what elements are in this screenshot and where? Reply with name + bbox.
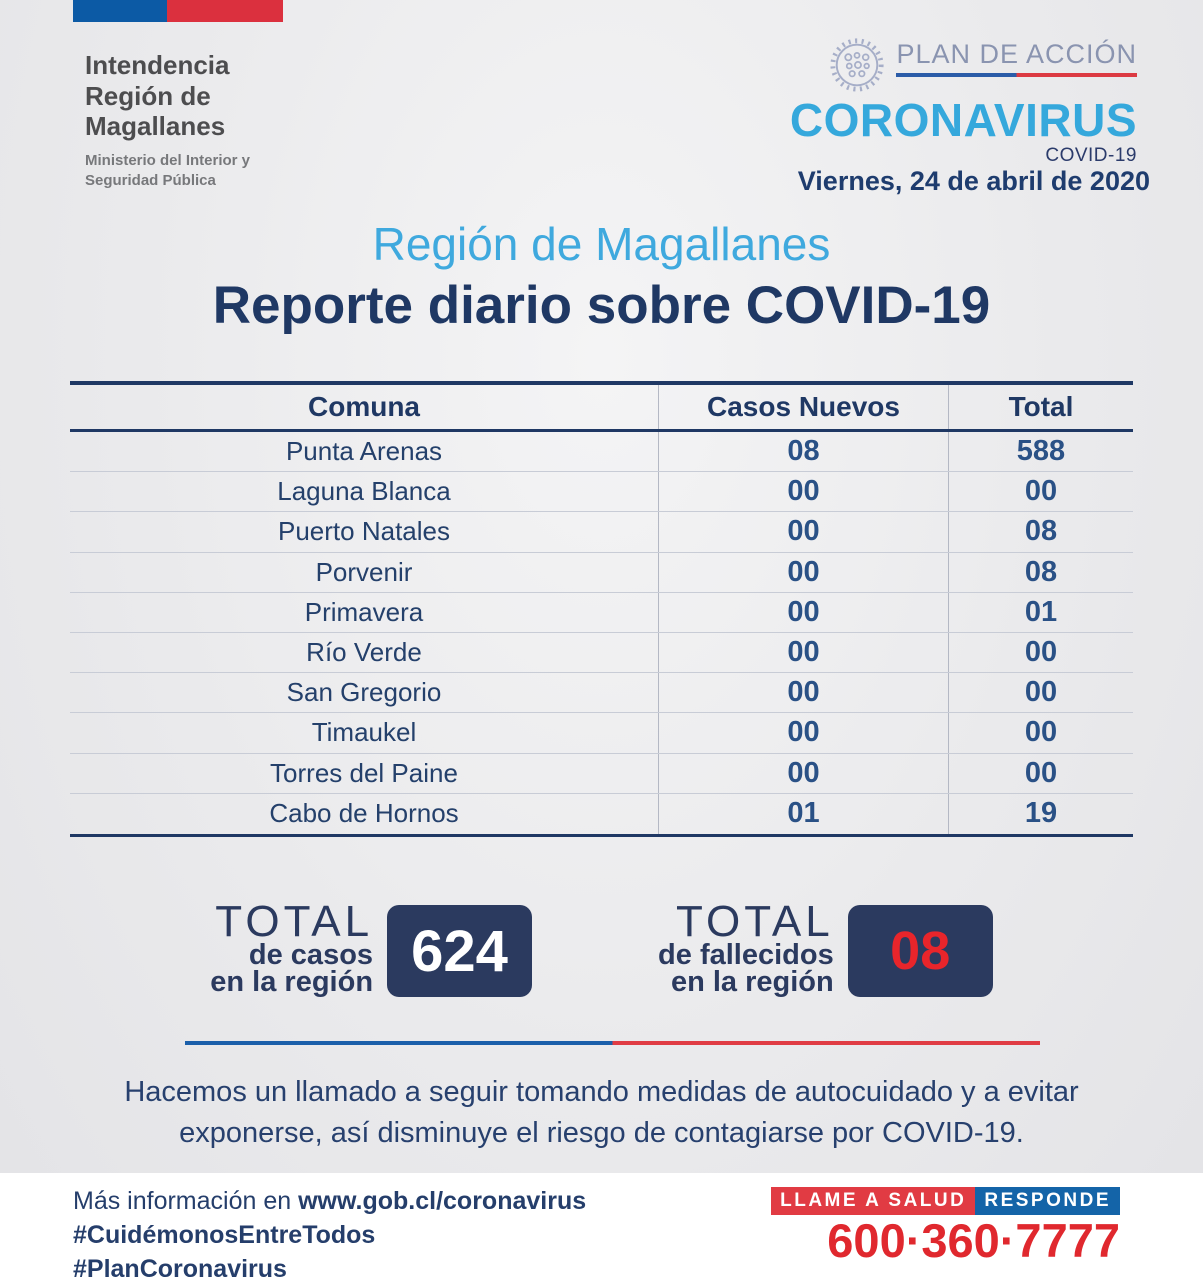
comuna-cell: San Gregorio xyxy=(286,677,442,708)
total-cases-label-bottom: en la región xyxy=(210,966,374,998)
info-url: www.gob.cl/coronavirus xyxy=(298,1187,587,1215)
advisory-message: Hacemos un llamado a seguir tomando medi… xyxy=(124,1076,1079,1149)
table-row: Porvenir 00 08 xyxy=(70,552,1133,593)
comuna-cell: Timaukel xyxy=(311,717,417,748)
total-cell: 08 xyxy=(948,512,1133,552)
comuna-cell: Porvenir xyxy=(315,556,413,587)
table-row: Primavera 00 01 xyxy=(70,592,1133,633)
comuna-cell: Torres del Paine xyxy=(270,757,458,788)
total-cell: 01 xyxy=(948,592,1133,632)
more-info-line: Más información en www.gob.cl/coronaviru… xyxy=(73,1185,586,1219)
flag-blue-segment xyxy=(73,0,167,22)
comuna-cell: Punta Arenas xyxy=(285,436,443,467)
banner-blue-segment: RESPONDE xyxy=(975,1187,1120,1215)
hashtag-plancoronavirus: #PlanCoronavirus xyxy=(73,1254,287,1280)
table-row: Torres del Paine 00 00 xyxy=(70,753,1133,794)
total-cases-label-mid: de casos xyxy=(248,939,374,971)
total-cases-box: 624 xyxy=(387,905,533,997)
total-deaths-label-bottom: en la región xyxy=(670,966,834,998)
total-cases-value: 624 xyxy=(411,918,508,984)
health-line-block: LLAME A SALUD RESPONDE 600·360·7777 xyxy=(771,1187,1120,1265)
total-deaths-label-mid: de fallecidos xyxy=(658,939,834,971)
column-header-comuna: Comuna xyxy=(308,391,420,422)
health-phone-number: 600·360·7777 xyxy=(827,1213,1120,1267)
table-row: Puerto Natales 00 08 xyxy=(70,512,1133,553)
total-cell: 00 xyxy=(948,472,1133,512)
total-cell: 588 xyxy=(948,432,1133,472)
advisory-message-wrap: Hacemos un llamado a seguir tomando medi… xyxy=(0,1072,1203,1153)
casos-nuevos-cell: 00 xyxy=(658,592,948,632)
casos-nuevos-cell: 00 xyxy=(658,713,948,753)
plan-kicker: PLAN DE ACCIÓN xyxy=(896,39,1137,69)
comuna-cell: Primavera xyxy=(304,596,424,627)
casos-nuevos-cell: 08 xyxy=(658,432,948,472)
comuna-cell: Río Verde xyxy=(306,637,422,668)
casos-nuevos-cell: 00 xyxy=(658,632,948,673)
banner-red-segment: LLAME A SALUD xyxy=(771,1187,976,1215)
info-prefix: Más información en xyxy=(73,1187,299,1215)
table-row: Timaukel 00 00 xyxy=(70,713,1133,754)
plan-de-accion-block: PLAN DE ACCIÓN CORONAVIRUS COVID-19 xyxy=(789,38,1137,167)
coronavirus-title: CORONAVIRUS xyxy=(789,94,1137,146)
total-deaths-value: 08 xyxy=(890,921,951,981)
table-row: San Gregorio 00 00 xyxy=(70,673,1133,714)
comuna-cell: Laguna Blanca xyxy=(277,476,451,507)
salud-responde-banner: LLAME A SALUD RESPONDE xyxy=(771,1187,1120,1215)
total-cell: 00 xyxy=(948,632,1133,673)
report-title: Reporte diario sobre COVID-19 xyxy=(212,275,991,335)
casos-nuevos-cell: 01 xyxy=(658,793,948,834)
report-date: Viernes, 24 de abril de 2020 xyxy=(797,166,1150,196)
flag-red-segment xyxy=(167,0,283,22)
hashtag-cuidemonos: #CuidémonosEntreTodos xyxy=(73,1220,376,1249)
virus-icon xyxy=(830,38,885,92)
table-body: Punta Arenas 08 588 Laguna Blanca 00 00 … xyxy=(70,432,1133,834)
region-title: Región de Magallanes xyxy=(372,218,831,270)
total-cases-group: TOTAL de casos en la región 624 xyxy=(210,897,533,998)
total-cell: 00 xyxy=(948,713,1133,753)
bicolor-divider xyxy=(185,1041,1040,1045)
total-cell: 00 xyxy=(948,673,1133,713)
government-logo: Intendencia Región de Magallanes Ministe… xyxy=(85,50,250,190)
casos-nuevos-cell: 00 xyxy=(658,472,948,512)
chile-flag-bar xyxy=(73,0,283,22)
logo-title: Intendencia Región de Magallanes xyxy=(85,50,230,142)
cases-table: Comuna Casos Nuevos Total Punta Arenas 0… xyxy=(70,381,1133,837)
logo-subtitle: Ministerio del Interior y Seguridad Públ… xyxy=(85,152,251,189)
kicker-underline xyxy=(896,72,1137,77)
footer: Más información en www.gob.cl/coronaviru… xyxy=(0,1173,1203,1280)
comuna-cell: Puerto Natales xyxy=(278,516,450,547)
total-cell: 19 xyxy=(948,793,1133,834)
total-deaths-group: TOTAL de fallecidos en la región 08 xyxy=(658,897,993,998)
casos-nuevos-cell: 00 xyxy=(658,512,948,552)
column-header-casos-nuevos: Casos Nuevos xyxy=(658,385,948,429)
total-cell: 00 xyxy=(948,753,1133,793)
total-cell: 08 xyxy=(948,552,1133,592)
covid19-subtitle: COVID-19 xyxy=(1045,145,1137,167)
casos-nuevos-cell: 00 xyxy=(658,753,948,793)
total-cases-label-top: TOTAL xyxy=(215,897,374,946)
total-deaths-label-top: TOTAL xyxy=(675,897,834,946)
total-deaths-box: 08 xyxy=(847,905,993,997)
comuna-cell: Cabo de Hornos xyxy=(269,798,459,829)
table-row: Laguna Blanca 00 00 xyxy=(70,472,1133,513)
totals-section: TOTAL de casos en la región 624 TOTAL de… xyxy=(0,897,1203,998)
page-title: Región de Magallanes Reporte diario sobr… xyxy=(0,218,1203,335)
casos-nuevos-cell: 00 xyxy=(658,552,948,592)
casos-nuevos-cell: 00 xyxy=(658,673,948,713)
table-header-row: Comuna Casos Nuevos Total xyxy=(70,385,1133,432)
table-row: Río Verde 00 00 xyxy=(70,632,1133,674)
table-row: Punta Arenas 08 588 xyxy=(70,432,1133,473)
column-header-total: Total xyxy=(948,385,1133,429)
table-row: Cabo de Hornos 01 19 xyxy=(70,793,1133,834)
footer-info: Más información en www.gob.cl/coronaviru… xyxy=(73,1185,586,1280)
